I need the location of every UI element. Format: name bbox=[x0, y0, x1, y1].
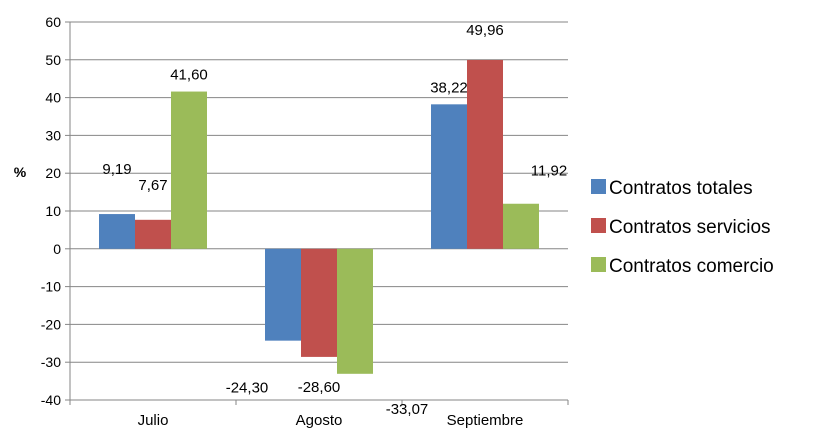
data-label: 7,67 bbox=[138, 177, 167, 194]
data-label: 49,96 bbox=[466, 22, 504, 39]
legend: Contratos totales Contratos servicios Cont… bbox=[591, 178, 774, 277]
data-label: -24,30 bbox=[226, 380, 269, 397]
y-tick-label: 10 bbox=[45, 203, 61, 219]
y-tick-label: -10 bbox=[41, 279, 61, 295]
data-labels: 9,19 7,67 41,60 -24,30 -28,60 -33,07 38,22 49,9… bbox=[102, 22, 567, 418]
y-tick-label: -30 bbox=[41, 354, 61, 370]
bar bbox=[171, 91, 207, 249]
y-axis-title: % bbox=[14, 164, 27, 180]
data-label: -33,07 bbox=[386, 401, 429, 418]
legend-label: Contratos comercio bbox=[609, 256, 774, 277]
bar bbox=[301, 248, 337, 357]
y-tick-label: 0 bbox=[53, 241, 61, 257]
y-tick-label: 30 bbox=[45, 127, 61, 143]
bar bbox=[99, 214, 135, 249]
x-tick-label: Agosto bbox=[296, 412, 343, 429]
bar bbox=[431, 104, 467, 249]
bar bbox=[467, 59, 503, 249]
legend-swatch bbox=[591, 179, 606, 194]
data-label: 9,19 bbox=[102, 161, 131, 178]
y-tick-label: 60 bbox=[45, 14, 61, 30]
x-tick-label: Septiembre bbox=[447, 412, 524, 429]
data-label: -28,60 bbox=[298, 379, 341, 396]
legend-label: Contratos servicios bbox=[609, 217, 771, 238]
legend-swatch bbox=[591, 218, 606, 233]
bar bbox=[135, 219, 171, 249]
bar bbox=[503, 203, 539, 249]
y-tick-label: 40 bbox=[45, 90, 61, 106]
legend-swatch bbox=[591, 257, 606, 272]
data-label: 38,22 bbox=[430, 79, 468, 96]
x-tick-label: Julio bbox=[138, 412, 169, 429]
bar bbox=[337, 248, 373, 374]
axes: 60 50 40 30 20 10 0 -10 -20 -30 -40 Julio Agosto Sept… bbox=[41, 14, 569, 429]
y-tick-label: 50 bbox=[45, 52, 61, 68]
y-tick-label: -20 bbox=[41, 316, 61, 332]
data-label: 11,92 bbox=[531, 163, 567, 180]
bars bbox=[99, 59, 539, 374]
data-label: 41,60 bbox=[170, 67, 208, 84]
bar bbox=[265, 248, 301, 341]
legend-label: Contratos totales bbox=[609, 178, 753, 199]
y-tick-label: -40 bbox=[41, 392, 61, 408]
y-tick-label: 20 bbox=[45, 165, 61, 181]
